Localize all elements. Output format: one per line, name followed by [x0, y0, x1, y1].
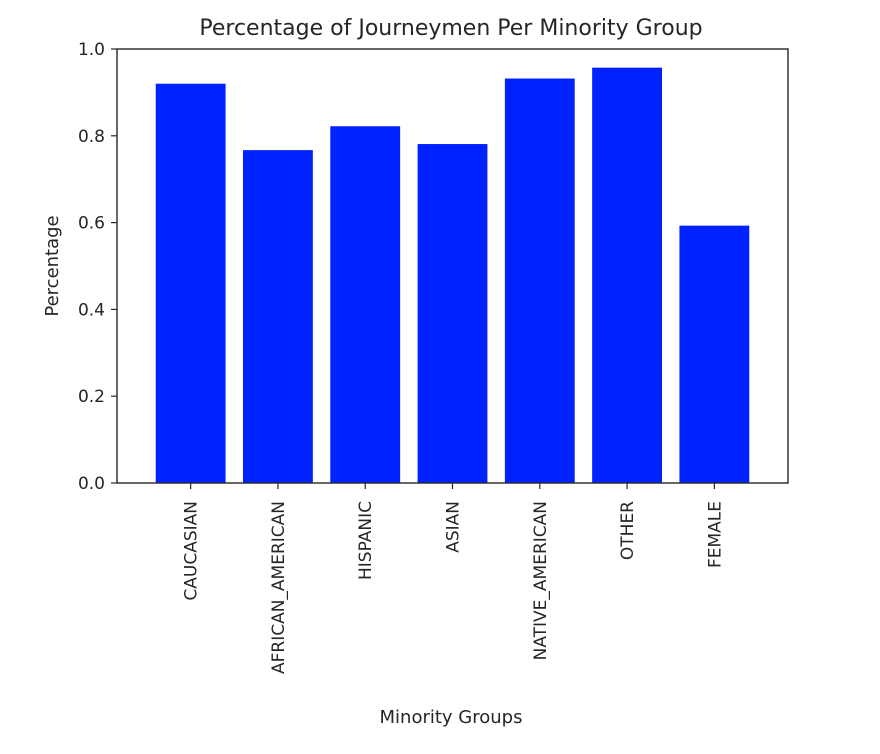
y-tick-label: 0.2 [78, 387, 105, 407]
bar-hispanic [330, 126, 401, 483]
bars-group [155, 67, 750, 484]
x-axis-ticks: CAUCASIAN AFRICAN_AMERICAN HISPANIC ASIAN NA… [182, 483, 725, 674]
y-axis-label: Percentage [42, 215, 63, 316]
bar-caucasian [155, 83, 226, 483]
x-axis-label: Minority Groups [380, 707, 523, 728]
x-tick-label: OTHER [618, 501, 638, 560]
x-tick-label: HISPANIC [356, 501, 376, 580]
y-tick-label: 0.8 [78, 127, 105, 147]
y-tick-label: 0.6 [78, 214, 105, 234]
x-tick-label: NATIVE_AMERICAN [531, 501, 551, 660]
x-tick-label: FEMALE [705, 501, 725, 568]
x-tick-label: CAUCASIAN [182, 501, 202, 601]
bar-african-american [243, 150, 313, 483]
y-axis-ticks: 0.0 0.2 0.4 0.6 0.8 1.0 [78, 40, 117, 494]
y-tick-label: 0.0 [78, 474, 105, 494]
bar-native-american [504, 78, 575, 483]
y-tick-label: 1.0 [78, 40, 105, 60]
chart-title: Percentage of Journeymen Per Minority Gr… [199, 16, 702, 41]
x-tick-label: AFRICAN_AMERICAN [269, 501, 289, 674]
bar-female [679, 225, 750, 483]
bar-asian [417, 144, 488, 484]
y-tick-label: 0.4 [78, 300, 105, 320]
bar-other [592, 67, 662, 483]
x-tick-label: ASIAN [444, 501, 464, 553]
plot-frame [116, 48, 789, 484]
